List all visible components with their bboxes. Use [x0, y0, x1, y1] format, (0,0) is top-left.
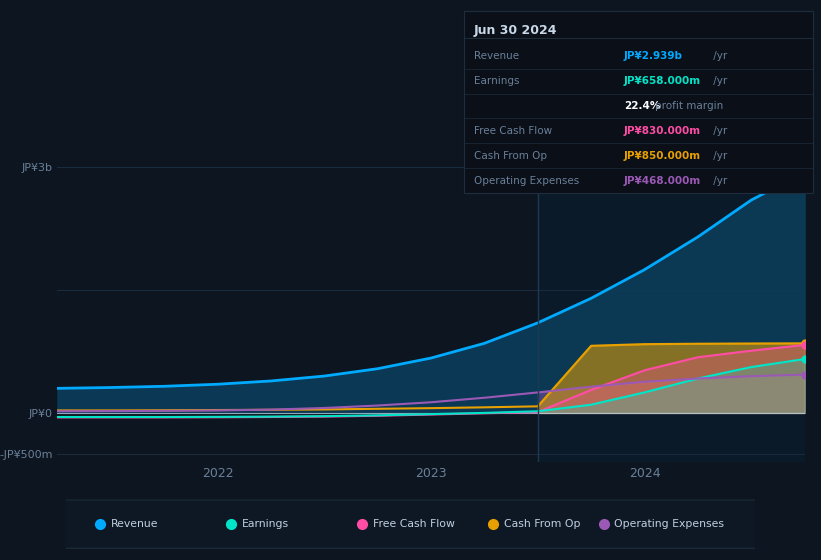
Text: /yr: /yr — [710, 176, 727, 186]
Text: Free Cash Flow: Free Cash Flow — [373, 519, 455, 529]
Bar — [538, 143, 805, 462]
Text: /yr: /yr — [710, 51, 727, 61]
Text: Cash From Op: Cash From Op — [474, 151, 547, 161]
Text: Revenue: Revenue — [474, 51, 519, 61]
Text: Free Cash Flow: Free Cash Flow — [474, 126, 552, 136]
Text: JP¥2.939b: JP¥2.939b — [624, 51, 683, 61]
Text: 22.4%: 22.4% — [624, 101, 660, 111]
Text: profit margin: profit margin — [655, 101, 723, 111]
Text: /yr: /yr — [710, 126, 727, 136]
FancyBboxPatch shape — [52, 500, 769, 548]
Text: Operating Expenses: Operating Expenses — [474, 176, 579, 186]
Text: JP¥658.000m: JP¥658.000m — [624, 76, 701, 86]
Text: Operating Expenses: Operating Expenses — [614, 519, 724, 529]
Text: Earnings: Earnings — [474, 76, 519, 86]
Text: Jun 30 2024: Jun 30 2024 — [474, 24, 557, 36]
Text: JP¥850.000m: JP¥850.000m — [624, 151, 701, 161]
Text: /yr: /yr — [710, 76, 727, 86]
Text: Cash From Op: Cash From Op — [503, 519, 580, 529]
Text: Revenue: Revenue — [111, 519, 158, 529]
Text: JP¥830.000m: JP¥830.000m — [624, 126, 701, 136]
Text: JP¥468.000m: JP¥468.000m — [624, 176, 701, 186]
Text: /yr: /yr — [710, 151, 727, 161]
Text: Earnings: Earnings — [241, 519, 289, 529]
